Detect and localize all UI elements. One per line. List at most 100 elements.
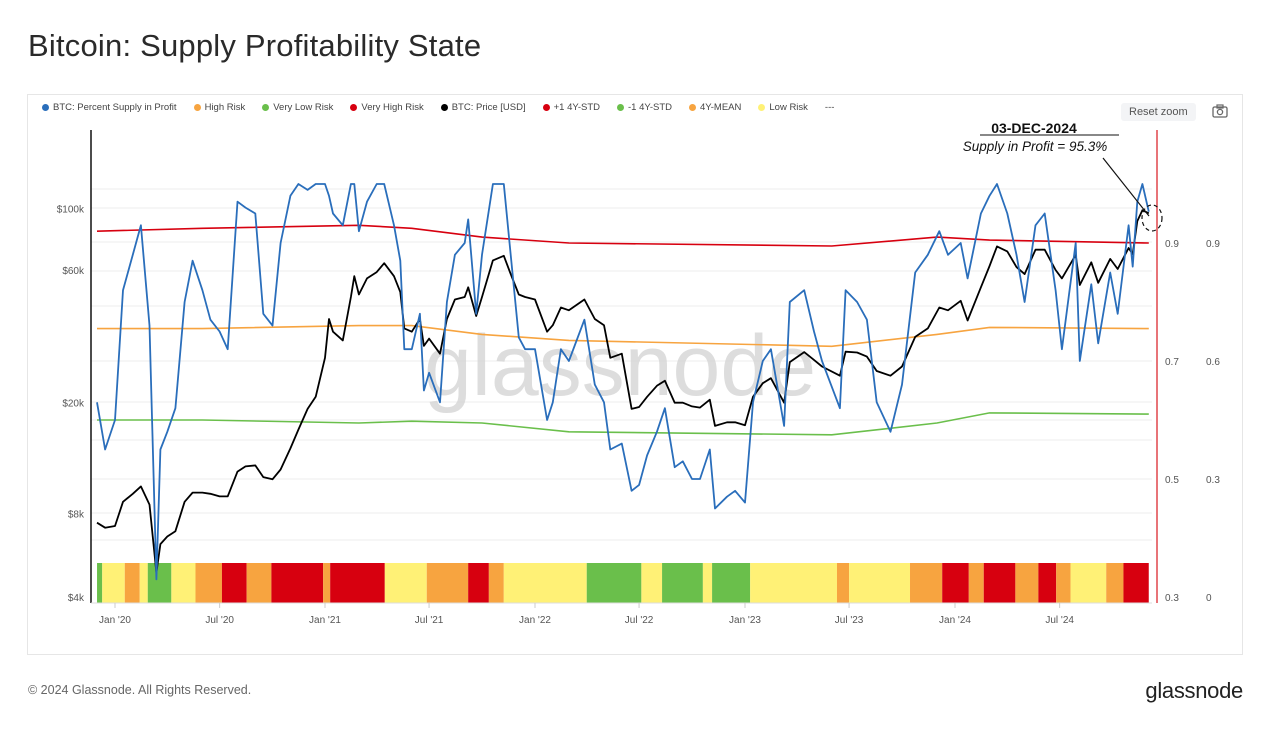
legend-label: Low Risk [769,102,808,113]
legend-label: 4Y-MEAN [700,102,742,113]
risk-segment-veryhigh [1038,563,1057,603]
risk-segment-high [1056,563,1071,603]
risk-segment-verylow [97,563,103,603]
legend-label: --- [824,102,835,113]
legend-item[interactable]: Very Low Risk [262,102,333,113]
glassnode-logo: glassnode [1145,678,1243,703]
legend-item[interactable]: Very High Risk [350,102,424,113]
risk-segment-low [702,563,713,603]
x-tick-label: Jul '23 [835,615,864,626]
risk-segment-high [910,563,943,603]
reset-zoom-button[interactable]: Reset zoom [1121,103,1196,121]
y-price-tick-label: $60k [62,266,85,277]
x-tick-label: Jul '21 [415,615,444,626]
y-risk-tick-label: 0.9 [1206,239,1220,250]
legend-label: Very Low Risk [273,102,334,113]
legend-item[interactable]: 4Y-MEAN [689,102,741,113]
risk-segment-high [426,563,469,603]
band-line [96,224,1149,247]
annotation-text: Supply in Profit = 95.3% [963,139,1107,154]
legend-item[interactable]: -1 4Y-STD [617,102,672,113]
watermark: glassnode [424,318,816,414]
chart-card [27,94,1243,655]
risk-segment-high [488,563,504,603]
risk-segment-low [503,563,587,603]
price-line [96,209,1150,574]
band-line [97,324,1149,348]
x-tick-label: Jul '24 [1045,615,1074,626]
legend-label: -1 4Y-STD [628,102,673,113]
x-tick-label: Jan '22 [519,615,551,626]
legend-marker [440,104,448,111]
risk-segment-veryhigh [330,563,385,603]
legend-label: +1 4Y-STD [553,102,601,113]
risk-segment-low [171,563,196,603]
risk-segment-high [836,563,850,603]
legend-marker [758,104,766,111]
risk-segment-low [384,563,427,603]
legend-item[interactable]: BTC: Price [USD] [440,102,526,113]
legend-marker [262,104,270,111]
y-profit-tick-label: 0.7 [1165,357,1179,368]
legend-label: High Risk [204,102,246,113]
risk-segment-high [1015,563,1039,603]
legend-marker [617,104,625,111]
risk-segment-veryhigh [1123,563,1149,603]
legend-item[interactable]: BTC: Percent Supply in Profit [42,102,177,113]
legend-item[interactable]: +1 4Y-STD [542,102,601,113]
legend-marker [42,104,49,111]
y-price-tick-label: $100k [57,204,85,215]
x-tick-label: Jan '23 [729,615,761,626]
x-tick-label: Jan '20 [99,615,131,626]
risk-segment-veryhigh [942,563,969,603]
risk-segment-low [750,563,837,603]
y-profit-tick-label: 0.9 [1165,239,1179,250]
legend-label: BTC: Percent Supply in Profit [53,102,177,113]
legend-marker [689,104,697,111]
y-price-tick-label: $20k [62,399,85,410]
legend: BTC: Percent Supply in Profit High Risk Ve… [42,102,834,113]
y-risk-tick-label: 0.3 [1206,475,1220,486]
legend-item[interactable]: --- [825,102,835,113]
risk-segment-veryhigh [221,563,247,603]
y-risk-tick-label: 0 [1206,593,1212,604]
page-title: Bitcoin: Supply Profitability State [28,28,482,63]
legend-marker [193,104,201,111]
x-tick-label: Jul '22 [625,615,654,626]
annotation-arrow [1102,157,1150,217]
y-price-tick-label: $4k [68,593,85,604]
legend-label: BTC: Price [USD] [451,102,526,113]
legend-marker [350,104,358,111]
risk-segment-high [246,563,272,603]
x-tick-label: Jan '21 [309,615,341,626]
annotation-date: 03-DEC-2024 [991,120,1077,136]
risk-segment-veryhigh [271,563,324,603]
supply-in-profit-line [96,183,1150,581]
risk-segment-high [323,563,331,603]
risk-segment-low [849,563,911,603]
legend-item[interactable]: Low Risk [758,102,808,113]
risk-segment-verylow [586,563,642,603]
x-tick-label: Jul '20 [205,615,234,626]
legend-item[interactable]: High Risk [193,102,246,113]
risk-segment-high [968,563,984,603]
legend-label: Very High Risk [361,102,424,113]
risk-segment-low [641,563,663,603]
legend-marker [542,104,550,111]
risk-segment-veryhigh [468,563,489,603]
risk-segment-low [139,563,148,603]
y-profit-tick-label: 0.5 [1165,475,1179,486]
risk-segment-veryhigh [983,563,1016,603]
camera-icon[interactable] [1212,104,1228,118]
risk-segment-verylow [712,563,751,603]
risk-segment-low [1070,563,1107,603]
risk-segment-high [1106,563,1124,603]
copyright: © 2024 Glassnode. All Rights Reserved. [28,683,252,697]
risk-segment-high [195,563,222,603]
risk-segment-high [124,563,140,603]
y-price-tick-label: $8k [68,509,85,520]
risk-segment-verylow [662,563,703,603]
risk-segment-low [102,563,125,603]
y-profit-tick-label: 0.3 [1165,593,1179,604]
band-line [97,412,1149,436]
